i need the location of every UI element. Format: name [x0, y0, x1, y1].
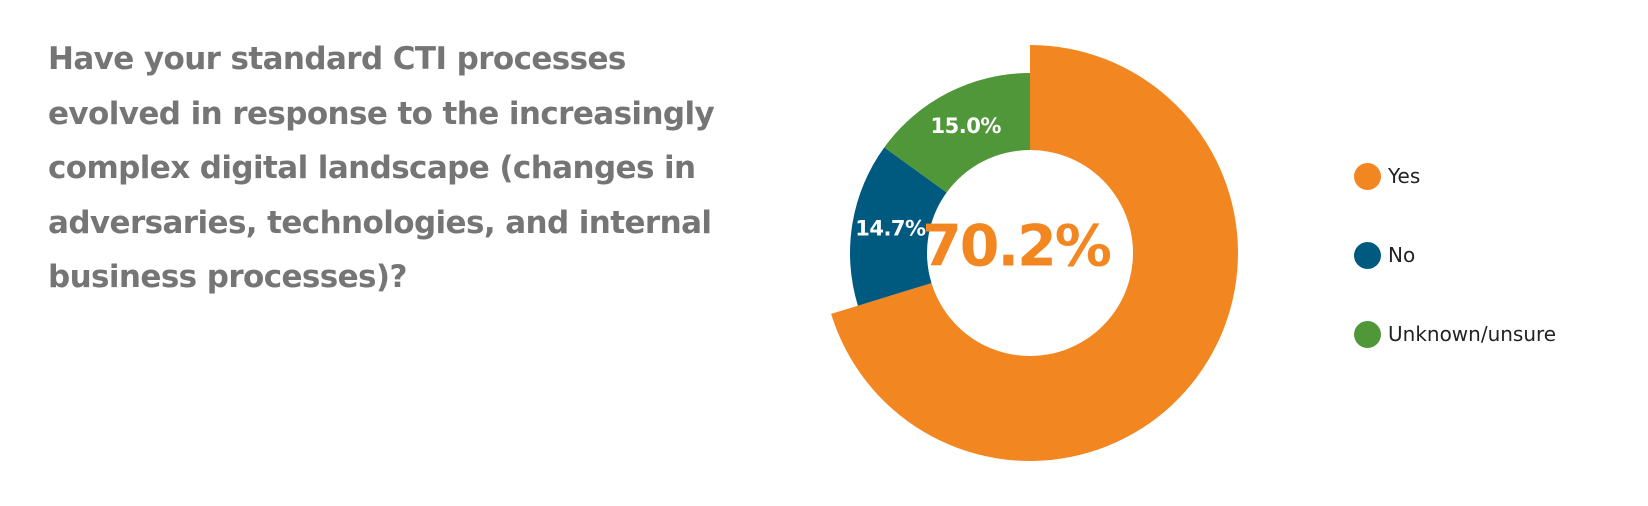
donut-slice-unknown-unsure: [884, 73, 1030, 193]
chart-title: Have your standard CTI processes evolved…: [48, 41, 715, 295]
slice-label-no: 14.7%: [855, 217, 926, 241]
legend-label-unknown-unsure: Unknown/unsure: [1388, 322, 1557, 346]
center-value-label: 70.2%: [922, 214, 1111, 280]
legend-item-no: No: [1354, 241, 1556, 269]
legend-item-unknown-unsure: Unknown/unsure: [1354, 320, 1556, 348]
legend-label-no: No: [1388, 243, 1416, 267]
donut-slice-no: [850, 147, 947, 306]
legend-item-yes: Yes: [1354, 162, 1556, 190]
legend-swatch-yes: [1354, 162, 1381, 190]
donut-slices: [831, 45, 1238, 461]
donut-slice-yes: [831, 45, 1238, 461]
legend-swatch-no: [1354, 241, 1381, 269]
slice-label-unknown-unsure: 15.0%: [931, 114, 1002, 138]
donut-slice-labels: 14.7% 15.0%: [855, 114, 1002, 241]
legend-label-yes: Yes: [1388, 164, 1421, 188]
legend-swatch-unknown-unsure: [1354, 320, 1381, 348]
chart-legend: Yes No Unknown/unsure: [1354, 162, 1556, 399]
donut-chart: 14.7% 15.0% 70.2%: [831, 45, 1238, 461]
